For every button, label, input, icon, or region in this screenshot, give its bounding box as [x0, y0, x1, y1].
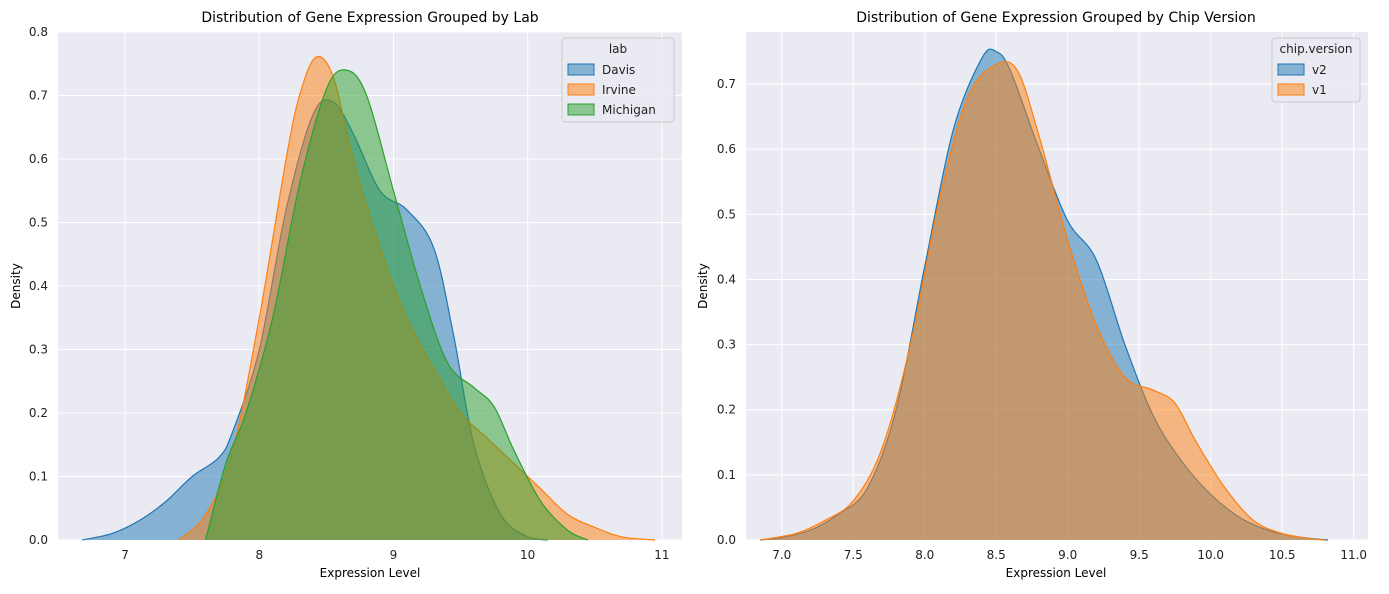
y-tick-label: 0.1 [29, 470, 48, 484]
chart-title: Distribution of Gene Expression Grouped … [856, 10, 1255, 26]
y-tick-label: 0.2 [29, 406, 48, 420]
x-tick-label: 10 [520, 548, 535, 562]
density-line-v1 [760, 60, 1326, 541]
y-tick-labels: 0.0 0.1 0.2 0.3 0.4 0.5 0.6 0.7 0.8 [29, 25, 48, 547]
y-tick-label: 0.5 [717, 207, 736, 221]
density-line-michigan [205, 69, 589, 541]
legend-label: v1 [1312, 83, 1327, 97]
legend-label: Davis [602, 63, 635, 77]
legend-swatch [1277, 83, 1305, 96]
x-tick-label: 11 [654, 548, 669, 562]
y-tick-label: 0.8 [29, 25, 48, 39]
y-tick-label: 0.6 [29, 152, 48, 166]
x-axis-label: Expression Level [320, 566, 421, 580]
y-tick-label: 0.5 [29, 216, 48, 230]
y-tick-label: 0.1 [717, 468, 736, 482]
y-tick-label: 0.0 [29, 533, 48, 547]
legend-swatch [567, 83, 595, 96]
legend-label: Irvine [602, 83, 636, 97]
x-tick-label: 9 [390, 548, 398, 562]
x-tick-label: 11.0 [1340, 548, 1367, 562]
x-tick-label: 10.0 [1197, 548, 1224, 562]
x-tick-label: 10.5 [1269, 548, 1296, 562]
legend-label: v2 [1312, 63, 1327, 77]
y-axis-label: Density [9, 263, 23, 309]
density-areas [760, 48, 1329, 541]
y-tick-label: 0.6 [717, 142, 736, 156]
x-tick-label: 7 [121, 548, 129, 562]
x-tick-label: 8.5 [987, 548, 1006, 562]
chart-right: Distribution of Gene Expression Grouped … [696, 10, 1368, 580]
legend: lab Davis Irvine Michigan [561, 37, 675, 123]
legend-title: chip.version [1280, 42, 1353, 56]
chart-title: Distribution of Gene Expression Grouped … [201, 10, 538, 26]
legend-swatch [567, 63, 595, 76]
legend-swatch [1277, 63, 1305, 76]
legend-title: lab [609, 42, 627, 56]
density-area-michigan [205, 69, 589, 540]
y-tick-label: 0.4 [717, 272, 736, 286]
x-tick-label: 9.0 [1058, 548, 1077, 562]
density-area-v1 [760, 61, 1326, 540]
density-areas [82, 56, 656, 541]
x-tick-label: 7.5 [844, 548, 863, 562]
y-tick-label: 0.3 [29, 343, 48, 357]
legend-swatch [567, 103, 595, 116]
legend: chip.version v2 v1 [1271, 37, 1361, 103]
x-tick-label: 8 [255, 548, 263, 562]
x-axis-label: Expression Level [1006, 566, 1107, 580]
y-tick-label: 0.7 [29, 89, 48, 103]
y-tick-label: 0.0 [717, 533, 736, 547]
y-axis-label: Density [696, 263, 710, 309]
x-tick-label: 8.0 [915, 548, 934, 562]
x-tick-labels: 7 8 9 10 11 [121, 548, 669, 562]
x-tick-label: 7.0 [772, 548, 791, 562]
legend-box [561, 37, 675, 123]
y-tick-labels: 0.0 0.1 0.2 0.3 0.4 0.5 0.6 0.7 [717, 77, 736, 547]
y-tick-label: 0.4 [29, 279, 48, 293]
y-tick-label: 0.7 [717, 77, 736, 91]
y-tick-label: 0.2 [717, 403, 736, 417]
x-tick-labels: 7.0 7.5 8.0 8.5 9.0 9.5 10.0 10.5 11.0 [772, 548, 1367, 562]
legend-label: Michigan [602, 103, 656, 117]
chart-left: Distribution of Gene Expression Grouped … [9, 10, 682, 580]
y-tick-label: 0.3 [717, 338, 736, 352]
x-tick-label: 9.5 [1130, 548, 1149, 562]
